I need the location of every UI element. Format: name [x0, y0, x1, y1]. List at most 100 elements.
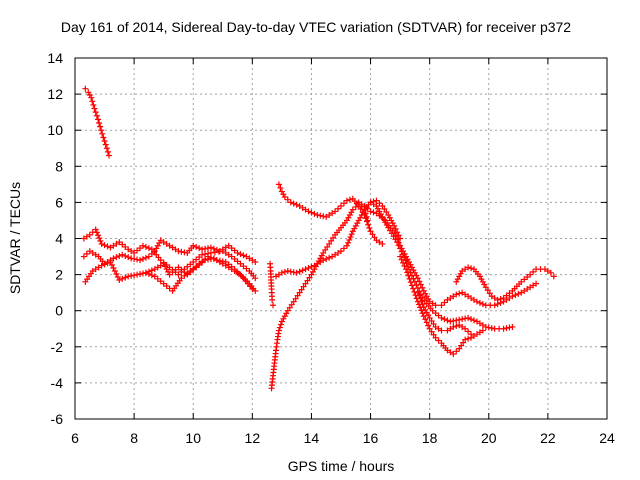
data-point [438, 314, 445, 321]
data-point [435, 337, 442, 344]
series-morning-bottom [142, 253, 256, 294]
data-point [478, 276, 485, 283]
data-point [479, 278, 486, 285]
data-point [447, 318, 454, 325]
data-point [278, 188, 285, 195]
data-point [142, 243, 149, 250]
data-point [423, 319, 430, 326]
data-point [324, 243, 331, 250]
data-point [349, 228, 356, 235]
data-point [371, 234, 378, 241]
data-point [101, 261, 108, 268]
data-point [270, 302, 277, 309]
data-point [326, 254, 333, 261]
data-point [338, 248, 344, 255]
data-point [320, 249, 327, 256]
data-point [367, 208, 374, 215]
data-point [199, 246, 206, 253]
data-point [281, 268, 288, 275]
data-point [458, 342, 465, 349]
data-point [104, 260, 111, 267]
data-point [530, 268, 537, 275]
data-point [139, 242, 146, 249]
data-point [386, 214, 393, 221]
data-point [190, 242, 197, 249]
y-tick-label: -6 [51, 411, 64, 427]
data-point [323, 255, 330, 262]
data-point [343, 197, 350, 204]
data-point [515, 290, 522, 297]
data-point [111, 267, 118, 274]
data-point [479, 327, 486, 334]
data-point [305, 208, 312, 215]
data-point [394, 229, 401, 236]
data-point [205, 253, 211, 260]
data-point [137, 270, 144, 277]
data-point [430, 320, 437, 327]
data-point [122, 274, 129, 281]
data-point [300, 283, 307, 290]
data-point [414, 289, 421, 296]
data-point [145, 270, 152, 277]
data-point [280, 315, 287, 322]
x-tick-label: 10 [185, 430, 201, 446]
y-tick-label: 8 [55, 158, 63, 174]
data-point [400, 259, 407, 266]
data-point [249, 286, 256, 293]
data-point [430, 331, 437, 338]
series-morning-lower [82, 255, 259, 294]
data-point [428, 328, 435, 335]
data-point [86, 92, 93, 99]
data-point [416, 292, 423, 299]
data-point [284, 267, 291, 274]
data-point [408, 282, 415, 289]
data-point [340, 245, 347, 252]
data-point [366, 225, 373, 232]
data-point [318, 252, 325, 259]
data-point [328, 237, 335, 244]
data-point [349, 206, 356, 213]
data-point [381, 206, 388, 213]
data-point [131, 272, 138, 279]
data-point [269, 296, 276, 303]
y-tick-label: 6 [55, 194, 63, 210]
data-point [357, 214, 364, 221]
x-axis-label: GPS time / hours [288, 458, 395, 474]
data-point [202, 245, 209, 252]
data-point [278, 269, 285, 276]
data-point [422, 316, 429, 323]
data-point [484, 287, 491, 294]
data-point [454, 276, 461, 283]
data-point [107, 258, 114, 265]
y-tick-label: 0 [55, 303, 63, 319]
y-tick-label: -4 [51, 375, 64, 391]
data-point [335, 205, 342, 212]
data-point [332, 208, 339, 215]
data-point [98, 262, 105, 269]
data-point [338, 203, 344, 210]
data-point [86, 231, 93, 238]
data-point [401, 263, 408, 270]
data-point [93, 112, 100, 119]
data-point [364, 218, 371, 225]
data-point [96, 119, 103, 126]
series-peak-to-trough-b [367, 199, 516, 332]
data-point [290, 298, 297, 305]
data-point [102, 141, 109, 148]
data-point [419, 301, 426, 308]
data-point [347, 234, 354, 241]
data-point [284, 196, 291, 203]
data-point [113, 254, 120, 261]
data-point [345, 214, 352, 221]
data-point [482, 323, 489, 330]
data-point [101, 138, 108, 145]
data-point [95, 116, 102, 123]
data-point [98, 127, 105, 134]
data-point [281, 313, 288, 320]
data-point [317, 212, 324, 219]
data-point [450, 317, 457, 324]
data-point [305, 264, 312, 271]
data-point [494, 296, 501, 303]
